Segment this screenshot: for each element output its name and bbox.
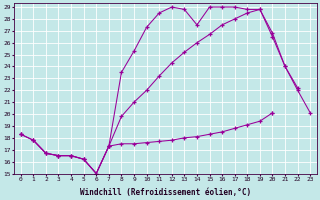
X-axis label: Windchill (Refroidissement éolien,°C): Windchill (Refroidissement éolien,°C) (80, 188, 251, 197)
